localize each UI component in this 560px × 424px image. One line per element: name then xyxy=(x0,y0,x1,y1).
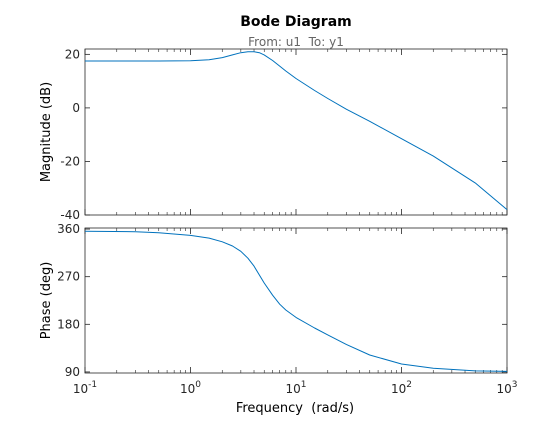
magnitude-panel: 20 0 -20 -40 Magnitude (dB) xyxy=(39,47,508,222)
magnitude-y-tick-label: -40 xyxy=(60,208,80,222)
phase-y-tick-label: 270 xyxy=(57,270,80,284)
magnitude-plot-area xyxy=(84,48,508,216)
phase-response-line xyxy=(84,230,508,372)
x-tick-exponent: 1 xyxy=(301,380,307,390)
magnitude-y-axis-label: Magnitude (dB) xyxy=(39,82,54,182)
x-tick-exponent: 2 xyxy=(406,380,412,390)
magnitude-y-tick-label: -20 xyxy=(60,154,80,168)
phase-y-tick-label: 90 xyxy=(65,365,80,379)
x-tick-label: 100 xyxy=(180,380,201,396)
phase-y-tick-label: 360 xyxy=(57,222,80,236)
x-tick-base: 10 xyxy=(496,382,511,396)
magnitude-y-tick-label: 0 xyxy=(72,101,80,115)
phase-plot-area xyxy=(84,227,508,374)
x-axis-label: Frequency (rad/s) xyxy=(236,401,354,416)
magnitude-response-line xyxy=(85,51,508,210)
x-tick-label: 102 xyxy=(391,380,412,396)
x-tick-base: 10 xyxy=(180,382,195,396)
chart-title: Bode Diagram xyxy=(240,14,352,30)
x-tick-label: 101 xyxy=(285,380,306,396)
x-tick-base: 10 xyxy=(391,382,406,396)
x-tick-base: 10 xyxy=(285,382,300,396)
x-tick-exponent: 3 xyxy=(512,380,518,390)
x-tick-base: 10 xyxy=(73,382,88,396)
x-tick-exponent: -1 xyxy=(88,380,97,390)
phase-y-tick-label: 180 xyxy=(57,317,80,331)
chart-subtitle: From: u1 To: y1 xyxy=(248,35,344,49)
phase-y-axis-label: Phase (deg) xyxy=(39,262,54,340)
x-tick-label: 10-1 xyxy=(73,380,97,396)
x-tick-exponent: 0 xyxy=(195,380,201,390)
x-tick-label: 103 xyxy=(496,380,517,396)
magnitude-y-tick-label: 20 xyxy=(65,47,80,61)
